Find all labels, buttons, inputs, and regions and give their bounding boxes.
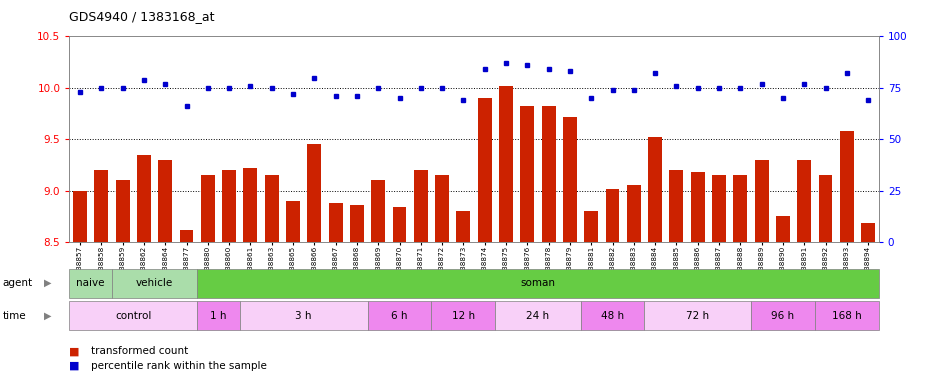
Text: 24 h: 24 h xyxy=(526,311,549,321)
Bar xyxy=(670,170,684,242)
Text: time: time xyxy=(3,311,27,321)
Bar xyxy=(797,160,811,242)
Text: 3 h: 3 h xyxy=(295,311,312,321)
Bar xyxy=(691,172,705,242)
Bar xyxy=(201,175,215,242)
Bar xyxy=(627,185,641,242)
Text: control: control xyxy=(115,311,152,321)
Bar xyxy=(751,301,815,330)
Bar xyxy=(500,86,513,242)
Bar xyxy=(581,301,645,330)
Bar xyxy=(496,301,581,330)
Text: 12 h: 12 h xyxy=(451,311,475,321)
Bar xyxy=(435,175,449,242)
Bar xyxy=(69,269,112,298)
Bar xyxy=(457,211,470,242)
Bar xyxy=(478,98,491,242)
Bar xyxy=(265,175,278,242)
Bar xyxy=(243,168,257,242)
Text: ■: ■ xyxy=(69,346,83,356)
Bar xyxy=(819,175,832,242)
Bar xyxy=(350,205,364,242)
Bar xyxy=(755,160,769,242)
Text: ▶: ▶ xyxy=(44,278,52,288)
Text: transformed count: transformed count xyxy=(91,346,188,356)
Text: 72 h: 72 h xyxy=(686,311,709,321)
Text: 96 h: 96 h xyxy=(771,311,795,321)
Bar xyxy=(328,203,342,242)
Bar xyxy=(521,106,535,242)
Bar xyxy=(179,230,193,242)
Bar xyxy=(734,175,747,242)
Text: 168 h: 168 h xyxy=(832,311,862,321)
Bar xyxy=(861,223,875,242)
Text: soman: soman xyxy=(521,278,555,288)
Text: naive: naive xyxy=(77,278,105,288)
Bar xyxy=(137,155,151,242)
Text: agent: agent xyxy=(3,278,33,288)
Bar xyxy=(371,180,385,242)
Bar xyxy=(73,190,87,242)
Bar xyxy=(307,144,321,242)
Bar xyxy=(585,211,598,242)
Bar xyxy=(286,201,300,242)
Bar xyxy=(222,170,236,242)
Bar xyxy=(563,117,577,242)
Bar xyxy=(158,160,172,242)
Bar xyxy=(197,269,879,298)
Bar xyxy=(413,170,427,242)
Text: percentile rank within the sample: percentile rank within the sample xyxy=(91,361,266,371)
Bar xyxy=(648,137,662,242)
Text: ▶: ▶ xyxy=(44,311,52,321)
Bar xyxy=(392,207,406,242)
Bar xyxy=(840,131,854,242)
Text: vehicle: vehicle xyxy=(136,278,173,288)
Bar xyxy=(645,301,751,330)
Bar xyxy=(112,269,197,298)
Bar xyxy=(116,180,130,242)
Bar xyxy=(712,175,726,242)
Text: ■: ■ xyxy=(69,361,83,371)
Bar xyxy=(606,189,620,242)
Text: 6 h: 6 h xyxy=(391,311,408,321)
Bar xyxy=(542,106,556,242)
Bar xyxy=(776,216,790,242)
Text: 48 h: 48 h xyxy=(601,311,624,321)
Bar xyxy=(197,301,240,330)
Bar xyxy=(94,170,108,242)
Bar xyxy=(240,301,367,330)
Text: 1 h: 1 h xyxy=(210,311,227,321)
Bar xyxy=(431,301,496,330)
Bar xyxy=(815,301,879,330)
Bar xyxy=(69,301,197,330)
Text: GDS4940 / 1383168_at: GDS4940 / 1383168_at xyxy=(69,10,215,23)
Bar xyxy=(367,301,431,330)
